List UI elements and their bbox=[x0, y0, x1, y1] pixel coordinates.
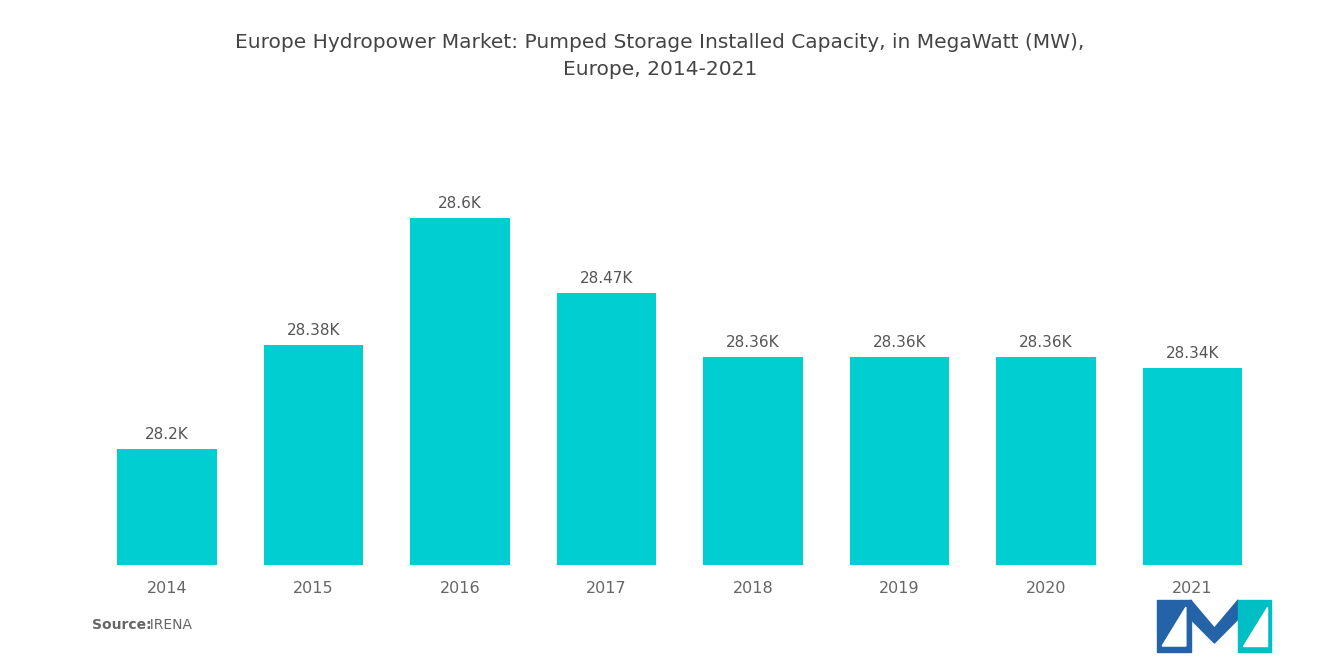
Bar bbox=[557, 293, 656, 565]
Polygon shape bbox=[1243, 607, 1267, 646]
Bar bbox=[264, 345, 363, 565]
Bar bbox=[117, 450, 216, 565]
Polygon shape bbox=[1158, 600, 1191, 652]
Text: IRENA: IRENA bbox=[141, 618, 193, 632]
Polygon shape bbox=[1238, 600, 1271, 652]
Bar bbox=[411, 217, 510, 565]
Text: Europe Hydropower Market: Pumped Storage Installed Capacity, in MegaWatt (MW),
E: Europe Hydropower Market: Pumped Storage… bbox=[235, 33, 1085, 78]
Text: 28.47K: 28.47K bbox=[579, 271, 634, 286]
Text: 28.36K: 28.36K bbox=[1019, 334, 1073, 350]
Polygon shape bbox=[1191, 600, 1238, 643]
Polygon shape bbox=[1162, 607, 1185, 646]
Bar bbox=[1143, 368, 1242, 565]
Text: 28.36K: 28.36K bbox=[873, 334, 927, 350]
Bar bbox=[850, 356, 949, 565]
Text: 28.2K: 28.2K bbox=[145, 428, 189, 442]
Text: 28.6K: 28.6K bbox=[438, 196, 482, 211]
Text: 28.36K: 28.36K bbox=[726, 334, 780, 350]
Text: 28.34K: 28.34K bbox=[1166, 346, 1220, 361]
Text: 28.38K: 28.38K bbox=[286, 323, 341, 338]
Bar bbox=[997, 356, 1096, 565]
Text: Source:: Source: bbox=[92, 618, 152, 632]
Bar bbox=[704, 356, 803, 565]
